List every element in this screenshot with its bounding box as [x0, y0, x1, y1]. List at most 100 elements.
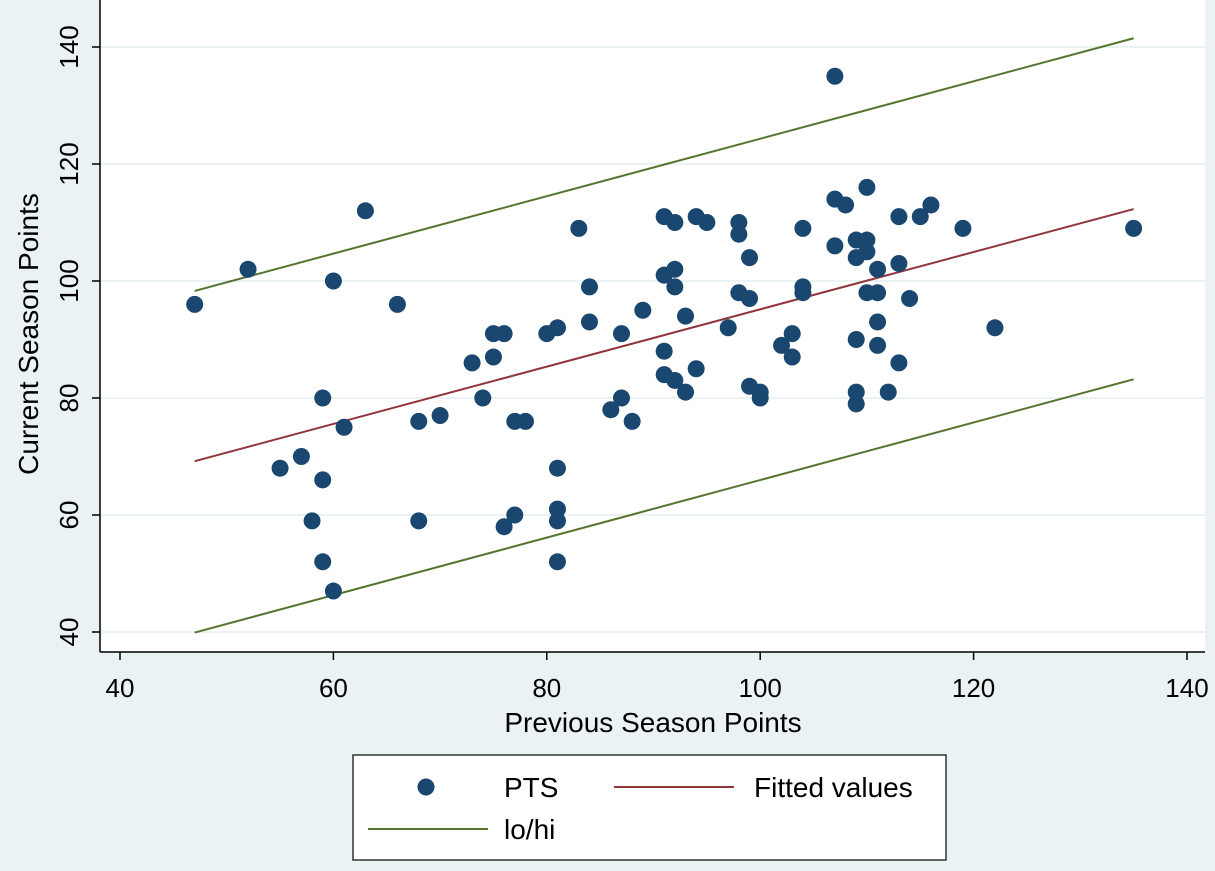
data-point: [730, 225, 748, 243]
data-point: [612, 325, 630, 343]
data-point: [890, 208, 908, 226]
data-point: [335, 418, 353, 436]
data-point: [303, 512, 321, 530]
data-point: [890, 354, 908, 372]
data-point: [879, 383, 897, 401]
data-point: [719, 319, 737, 337]
data-point: [580, 313, 598, 331]
plot-area: [100, 0, 1205, 652]
data-point: [858, 178, 876, 196]
legend-label-lohi: lo/hi: [504, 814, 555, 845]
y-tick-label: 120: [54, 142, 84, 185]
data-point: [911, 208, 929, 226]
data-point: [410, 512, 428, 530]
lohi-line: [194, 37, 1134, 292]
data-point: [314, 553, 332, 571]
data-point: [548, 500, 566, 518]
data-point: [431, 407, 449, 425]
data-point: [687, 360, 705, 378]
data-point: [602, 401, 620, 419]
data-point: [826, 237, 844, 255]
data-point: [901, 290, 919, 308]
data-point: [388, 295, 406, 313]
axes: [99, 0, 1205, 653]
x-tick-label: 100: [739, 673, 782, 703]
data-point: [869, 313, 887, 331]
legend-box: [352, 754, 947, 861]
data-point: [698, 214, 716, 231]
x-tick-label: 80: [532, 673, 561, 703]
data-point: [858, 243, 876, 261]
data-point: [890, 254, 908, 272]
x-tick-label: 120: [952, 673, 995, 703]
data-point: [506, 506, 524, 524]
data-point: [847, 395, 865, 413]
x-axis-label: Previous Season Points: [504, 707, 801, 738]
data-point: [869, 260, 887, 278]
fitted-line: [194, 208, 1134, 463]
y-tick-label: 100: [54, 259, 84, 302]
data-point: [847, 331, 865, 348]
data-point: [741, 249, 759, 267]
data-point: [410, 412, 428, 430]
x-tick-label: 40: [106, 673, 135, 703]
data-point: [655, 342, 673, 360]
data-point: [356, 202, 374, 220]
data-point: [666, 278, 684, 296]
data-point: [239, 260, 257, 278]
data-point: [548, 512, 566, 530]
data-point: [773, 336, 791, 354]
data-point: [751, 389, 769, 407]
data-point: [570, 219, 588, 237]
data-point: [612, 389, 630, 407]
data-point: [463, 354, 481, 372]
data-point: [324, 582, 342, 600]
data-point: [314, 389, 332, 407]
data-point: [794, 219, 812, 237]
data-point: [292, 448, 310, 465]
data-point: [623, 412, 641, 430]
data-point: [634, 301, 652, 319]
data-point: [186, 295, 204, 313]
legend-label-pts: PTS: [504, 772, 558, 803]
y-axis-label: Current Season Points: [13, 193, 44, 475]
data-point: [484, 348, 502, 366]
data-point: [474, 389, 492, 407]
y-tick-label: 80: [54, 384, 84, 413]
data-point: [548, 319, 566, 337]
series-points: [186, 67, 1143, 600]
data-point: [314, 471, 332, 489]
lohi-line: [194, 378, 1134, 634]
data-point: [666, 260, 684, 278]
data-point: [677, 383, 695, 401]
data-point: [783, 325, 801, 343]
data-point: [548, 459, 566, 477]
data-point: [869, 336, 887, 354]
data-point: [730, 214, 748, 231]
data-point: [271, 459, 289, 477]
data-point: [677, 307, 695, 325]
x-tick-label: 140: [1165, 673, 1208, 703]
tick-labels: 40 60 80 100 120 140 40 60 80 100 120 140: [54, 25, 1209, 703]
data-point: [847, 383, 865, 401]
legend-label-fitted: Fitted values: [754, 772, 913, 803]
data-point: [794, 284, 812, 302]
data-point: [495, 518, 513, 536]
data-point: [954, 219, 972, 237]
x-tick-label: 60: [319, 673, 348, 703]
data-point: [495, 325, 513, 343]
data-point: [516, 412, 534, 430]
data-point: [858, 231, 876, 249]
y-tick-label: 40: [54, 618, 84, 647]
data-point: [324, 272, 342, 290]
data-point: [1125, 219, 1143, 237]
data-point: [922, 196, 940, 214]
data-point: [580, 278, 598, 296]
gridlines: [100, 46, 1205, 633]
data-point: [783, 348, 801, 366]
y-tick-label: 60: [54, 501, 84, 530]
data-point: [837, 196, 855, 214]
data-point: [666, 214, 684, 231]
series-lines: [194, 37, 1134, 634]
